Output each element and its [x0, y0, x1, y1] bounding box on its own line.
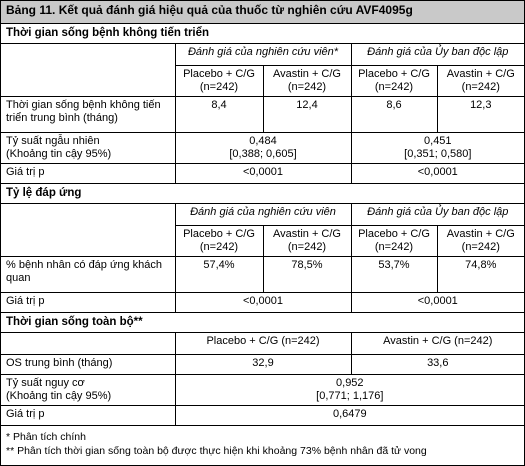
pfs-section-heading: Thời gian sống bệnh không tiến triển — [1, 22, 525, 44]
pfs-p-committee: <0,0001 — [350, 162, 525, 184]
orr-section-heading: Tỷ lệ đáp ứng — [1, 182, 525, 204]
orr-rate-inv-placebo: 57,4% — [174, 255, 264, 293]
pfs-p-investigator: <0,0001 — [174, 162, 352, 184]
pfs-col-irc-placebo: Placebo + C/G (n=242) — [350, 64, 438, 97]
pfs-col-inv-avastin: Avastin + C/G (n=242) — [262, 64, 352, 97]
orr-rate-label: % bệnh nhân có đáp ứng khách quan — [1, 255, 176, 293]
os-median-placebo: 32,9 — [174, 353, 352, 375]
pfs-header-blank — [1, 42, 176, 97]
os-hr-value: 0,952 [0,771; 1,176] — [174, 373, 525, 406]
orr-p-committee: <0,0001 — [350, 291, 525, 313]
orr-p-investigator: <0,0001 — [174, 291, 352, 313]
os-p-label: Giá trị p — [1, 404, 176, 426]
pfs-p-label: Giá trị p — [1, 162, 176, 184]
os-section-heading: Thời gian sống toàn bộ** — [1, 311, 525, 333]
os-median-avastin: 33,6 — [350, 353, 525, 375]
orr-rate-inv-avastin: 78,5% — [262, 255, 352, 293]
orr-rate-irc-placebo: 53,7% — [350, 255, 438, 293]
orr-header-investigator: Đánh giá của nghiên cứu viên — [174, 202, 352, 226]
orr-header-blank — [1, 202, 176, 257]
footnote-primary: * Phân tích chính — [6, 430, 86, 443]
orr-p-label: Giá trị p — [1, 291, 176, 313]
pfs-median-inv-avastin: 12,4 — [262, 95, 352, 133]
pfs-header-committee: Đánh giá của Ủy ban độc lập — [350, 42, 525, 66]
os-col-avastin: Avastin + C/G (n=242) — [350, 331, 525, 355]
orr-col-inv-avastin: Avastin + C/G (n=242) — [262, 224, 352, 257]
pfs-hr-investigator: 0,484 [0,388; 0,605] — [174, 131, 352, 164]
table-title: Bảng 11. Kết quả đánh giá hiệu quả của t… — [1, 1, 525, 24]
pfs-header-investigator: Đánh giá của nghiên cứu viên* — [174, 42, 352, 66]
pfs-col-inv-placebo: Placebo + C/G (n=242) — [174, 64, 264, 97]
pfs-median-irc-avastin: 12,3 — [436, 95, 525, 133]
footnotes: * Phân tích chính ** Phân tích thời gian… — [1, 424, 525, 462]
os-median-label: OS trung bình (tháng) — [1, 353, 176, 375]
orr-header-committee: Đánh giá của Ủy ban độc lập — [350, 202, 525, 226]
orr-rate-irc-avastin: 74,8% — [436, 255, 525, 293]
pfs-col-irc-avastin: Avastin + C/G (n=242) — [436, 64, 525, 97]
pfs-hr-committee: 0,451 [0,351; 0,580] — [350, 131, 525, 164]
orr-col-irc-avastin: Avastin + C/G (n=242) — [436, 224, 525, 257]
pfs-median-label: Thời gian sống bệnh không tiến triển trun… — [1, 95, 176, 133]
orr-col-irc-placebo: Placebo + C/G (n=242) — [350, 224, 438, 257]
os-hr-label: Tỷ suất nguy cơ (Khoảng tin cậy 95%) — [1, 373, 176, 406]
footnote-os: ** Phân tích thời gian sống toàn bộ được… — [6, 444, 427, 457]
os-p-value: 0,6479 — [174, 404, 525, 426]
orr-col-inv-placebo: Placebo + C/G (n=242) — [174, 224, 264, 257]
pfs-hr-label: Tỷ suất ngẫu nhiên (Khoảng tin cậy 95%) — [1, 131, 176, 164]
os-header-blank — [1, 331, 176, 355]
pfs-median-inv-placebo: 8,4 — [174, 95, 264, 133]
os-col-placebo: Placebo + C/G (n=242) — [174, 331, 352, 355]
pfs-median-irc-placebo: 8,6 — [350, 95, 438, 133]
